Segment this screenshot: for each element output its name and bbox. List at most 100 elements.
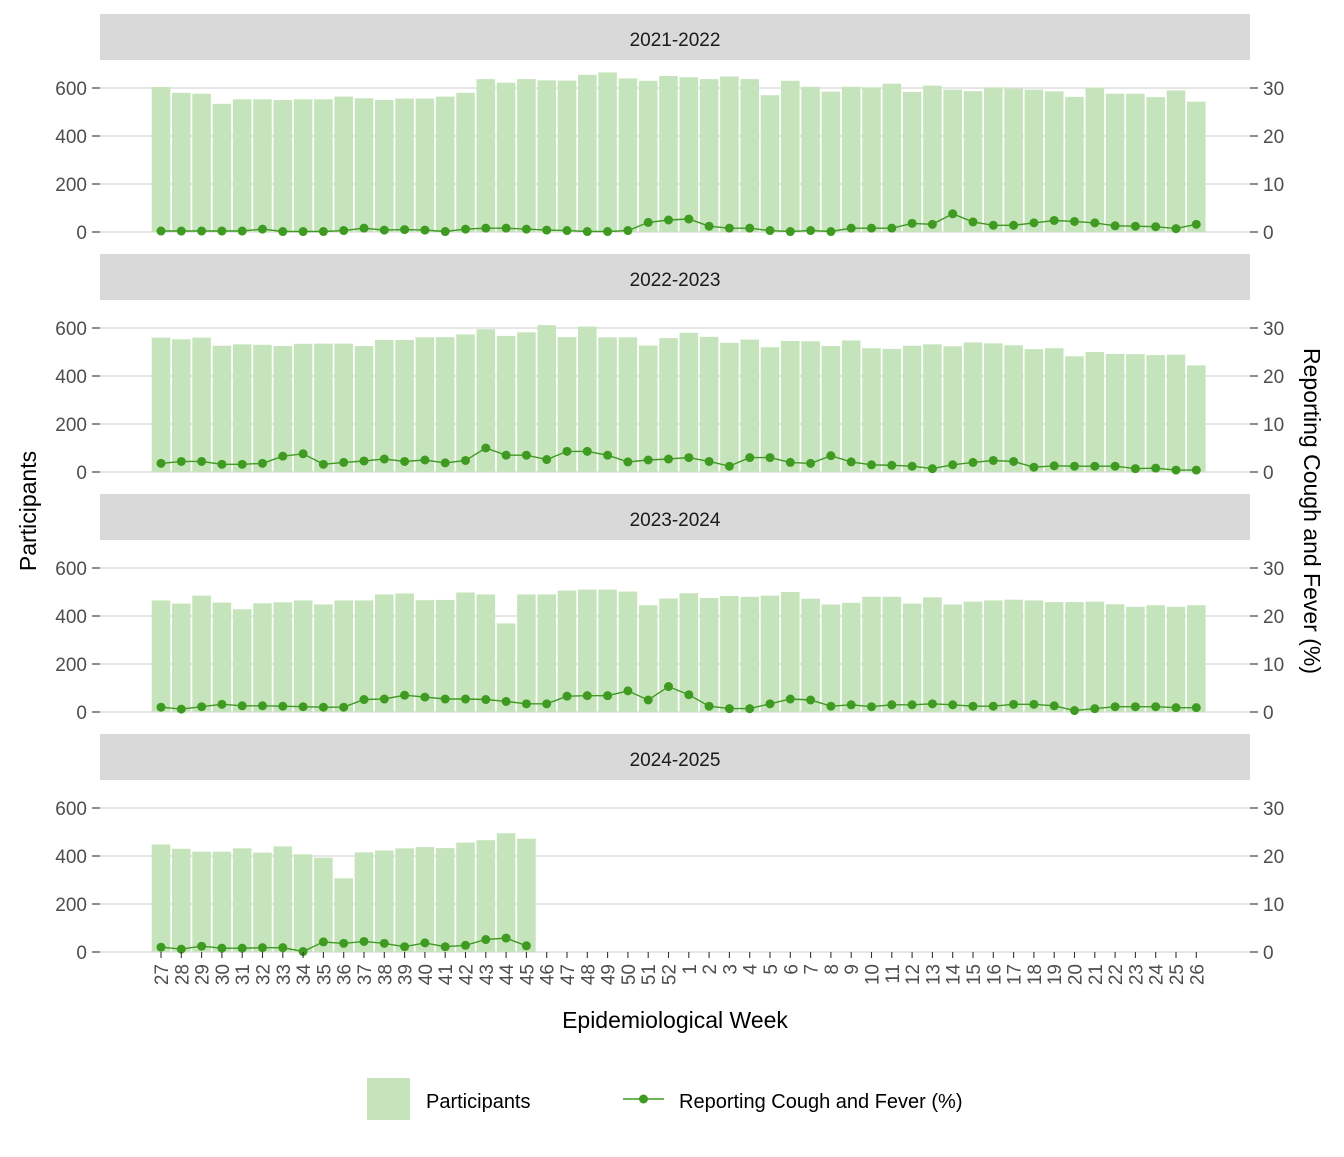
x-tick-label: 9 bbox=[842, 964, 863, 975]
bar-participants bbox=[699, 598, 719, 712]
bar-participants bbox=[375, 340, 394, 472]
bar-participants bbox=[801, 86, 820, 232]
point-cough-fever bbox=[1090, 704, 1100, 714]
point-cough-fever bbox=[278, 227, 288, 237]
point-cough-fever bbox=[278, 451, 288, 461]
bar-participants bbox=[1105, 604, 1125, 712]
x-tick-label: 15 bbox=[964, 964, 985, 985]
point-cough-fever bbox=[1110, 702, 1120, 712]
point-cough-fever bbox=[704, 221, 714, 231]
bar-participants bbox=[293, 343, 313, 472]
bar-participants bbox=[172, 339, 191, 472]
bar-participants bbox=[1065, 356, 1084, 472]
bar-participants bbox=[476, 329, 496, 472]
point-cough-fever bbox=[400, 225, 410, 235]
x-tick-label: 28 bbox=[172, 964, 193, 985]
y-right-tick-label: 0 bbox=[1263, 943, 1274, 964]
x-tick-label: 48 bbox=[578, 964, 599, 985]
bar-participants bbox=[638, 345, 658, 472]
y-left-tick-label: 600 bbox=[55, 799, 87, 820]
point-cough-fever bbox=[481, 223, 491, 233]
bar-participants bbox=[1146, 605, 1165, 712]
x-tick-label: 42 bbox=[457, 964, 478, 985]
point-cough-fever bbox=[785, 457, 795, 467]
point-cough-fever bbox=[785, 227, 795, 237]
x-tick-label: 51 bbox=[639, 964, 660, 985]
bar-participants bbox=[375, 850, 394, 952]
point-cough-fever bbox=[867, 460, 876, 470]
point-cough-fever bbox=[1009, 456, 1019, 466]
bar-participants bbox=[882, 83, 902, 233]
point-cough-fever bbox=[623, 226, 633, 236]
x-tick-label: 20 bbox=[1066, 964, 1087, 985]
bar-participants bbox=[253, 603, 272, 712]
x-tick-label: 8 bbox=[822, 964, 843, 975]
point-cough-fever bbox=[1171, 703, 1181, 713]
point-cough-fever bbox=[1049, 701, 1059, 711]
bar-participants bbox=[1146, 97, 1165, 233]
x-tick-label: 3 bbox=[720, 964, 741, 975]
bar-participants bbox=[862, 87, 881, 232]
y-left-tick-label: 400 bbox=[55, 847, 87, 868]
point-cough-fever bbox=[643, 455, 653, 465]
bar-participants bbox=[679, 332, 699, 472]
bar-participants bbox=[273, 346, 293, 472]
point-cough-fever bbox=[197, 941, 207, 951]
bar-participants bbox=[1085, 601, 1105, 712]
bar-participants bbox=[801, 341, 820, 472]
y-right-tick-label: 0 bbox=[1263, 223, 1274, 244]
point-cough-fever bbox=[501, 933, 511, 943]
bar-participants bbox=[923, 85, 942, 232]
line-cough-fever bbox=[160, 685, 1197, 712]
bar-participants bbox=[314, 857, 333, 952]
facet-strip bbox=[100, 14, 1250, 60]
bar-participants bbox=[638, 80, 658, 232]
point-cough-fever bbox=[907, 218, 917, 228]
bar-participants bbox=[781, 592, 800, 712]
point-cough-fever bbox=[806, 226, 816, 236]
bar-participants bbox=[435, 848, 455, 952]
x-tick-label: 35 bbox=[314, 964, 335, 985]
legend-label-cough-fever: Reporting Cough and Fever (%) bbox=[679, 1091, 962, 1113]
bar-participants bbox=[760, 595, 780, 712]
point-cough-fever bbox=[1090, 461, 1100, 471]
bar-participants bbox=[354, 98, 374, 232]
bar-participants bbox=[334, 96, 353, 232]
point-cough-fever bbox=[400, 456, 410, 466]
point-cough-fever bbox=[156, 458, 166, 468]
point-cough-fever bbox=[440, 694, 450, 704]
y-left-tick-label: 600 bbox=[55, 319, 87, 340]
x-tick-label: 5 bbox=[761, 964, 782, 975]
x-tick-label: 10 bbox=[863, 964, 884, 985]
point-cough-fever bbox=[176, 704, 186, 714]
bar-participants bbox=[1105, 353, 1125, 472]
point-cough-fever bbox=[237, 226, 247, 236]
y-right-tick-label: 30 bbox=[1263, 559, 1284, 580]
point-cough-fever bbox=[197, 456, 207, 466]
bar-participants bbox=[943, 604, 962, 712]
point-cough-fever bbox=[359, 695, 369, 705]
point-cough-fever bbox=[318, 937, 328, 947]
y-left-tick-label: 600 bbox=[55, 559, 87, 580]
bar-participants bbox=[1004, 345, 1023, 472]
point-cough-fever bbox=[156, 702, 166, 712]
bar-participants bbox=[882, 596, 902, 712]
bar-participants bbox=[679, 593, 699, 712]
bar-participants bbox=[1085, 87, 1105, 233]
point-cough-fever bbox=[521, 941, 531, 951]
point-cough-fever bbox=[582, 691, 592, 701]
x-tick-label: 30 bbox=[213, 964, 234, 985]
point-cough-fever bbox=[765, 453, 775, 463]
x-tick-label: 27 bbox=[152, 964, 173, 985]
bar-participants bbox=[496, 833, 516, 952]
point-cough-fever bbox=[765, 226, 775, 236]
bar-participants bbox=[841, 86, 861, 232]
point-cough-fever bbox=[623, 457, 633, 467]
point-cough-fever bbox=[521, 450, 531, 460]
point-cough-fever bbox=[603, 450, 613, 460]
point-cough-fever bbox=[298, 947, 308, 957]
panel-2023-2024: 2023-2024 0 200 400 600 0 10 20 30 bbox=[55, 494, 1284, 724]
x-tick-label: 50 bbox=[619, 964, 640, 985]
bar-participants bbox=[882, 348, 902, 472]
y-left-tick-label: 0 bbox=[76, 703, 87, 724]
